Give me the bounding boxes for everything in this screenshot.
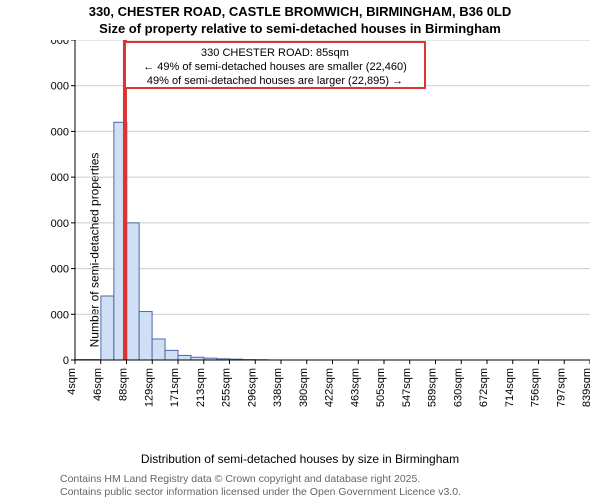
xtick-label: 171sqm [169,368,181,407]
xtick-label: 589sqm [427,368,439,407]
histogram-bar [165,350,178,360]
histogram-bar [152,339,165,360]
annotation-line-2: ← 49% of semi-detached houses are smalle… [143,61,407,73]
ytick-label: 20000 [50,172,69,184]
ytick-label: 5000 [50,309,69,321]
histogram-chart: 0 5000 10000 15000 20000 25000 30000 35000 4sqm… [50,40,590,410]
annotation-callout: 330 CHESTER ROAD: 85sqm ← 49% of semi-de… [125,42,425,88]
x-axis-label: Distribution of semi-detached houses by … [0,452,600,466]
ytick-label: 0 [63,355,69,367]
xtick-label: 255sqm [221,368,233,407]
histogram-bar [139,312,152,360]
xtick-label: 756sqm [530,368,542,407]
xtick-label: 797sqm [555,368,567,407]
title-line-1: 330, CHESTER ROAD, CASTLE BROMWICH, BIRM… [0,4,600,19]
ytick-label: 25000 [50,126,69,138]
xtick-label: 547sqm [401,368,413,407]
ytick-label: 10000 [50,264,69,276]
xtick-label: 88sqm [118,368,130,401]
xtick-label: 839sqm [581,368,590,407]
xtick-label: 4sqm [66,368,78,395]
xtick-label: 213sqm [195,368,207,407]
histogram-bar [127,223,139,360]
annotation-line-3: 49% of semi-detached houses are larger (… [147,75,403,87]
xtick-label: 630sqm [452,368,464,407]
ytick-label: 35000 [50,40,69,47]
xtick-label: 672sqm [478,368,490,407]
xtick-label: 296sqm [246,368,258,407]
xtick-label: 380sqm [298,368,310,407]
xtick-label: 422sqm [324,368,336,407]
histogram-bar [101,296,114,360]
xtick-label: 714sqm [504,368,516,407]
annotation-line-1: 330 CHESTER ROAD: 85sqm [201,47,349,59]
ytick-label: 15000 [50,218,69,230]
title-line-2: Size of property relative to semi-detach… [0,21,600,36]
xtick-label: 338sqm [272,368,284,407]
footer-line-2: Contains public sector information licen… [60,486,461,498]
xtick-label: 129sqm [143,368,155,407]
xtick-label: 505sqm [375,368,387,407]
footer-line-1: Contains HM Land Registry data © Crown c… [60,473,420,485]
ytick-label: 30000 [50,81,69,93]
xtick-label: 463sqm [349,368,361,407]
xtick-label: 46sqm [92,368,104,401]
histogram-bar [178,355,191,360]
